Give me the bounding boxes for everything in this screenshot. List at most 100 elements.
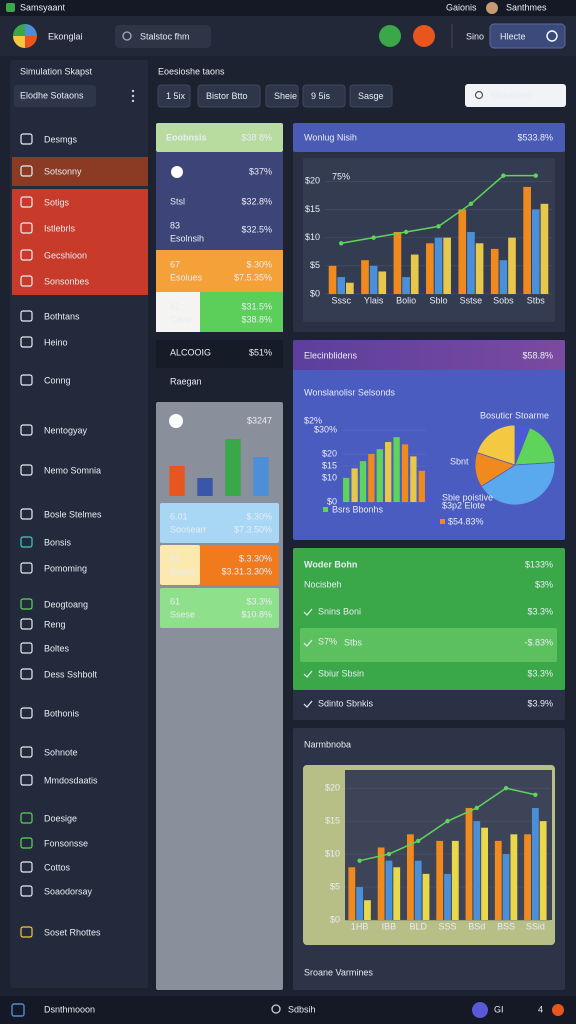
row-label: 61 — [170, 301, 180, 311]
menu-item[interactable]: Sonsonbes — [44, 276, 90, 286]
trend-point — [468, 201, 474, 207]
dropdown-label[interactable]: Elodhe Sotaons — [20, 90, 84, 100]
bar — [348, 867, 356, 920]
button-label[interactable]: Hlecte — [500, 31, 526, 41]
trend-point — [357, 858, 362, 863]
row-label: Sbiur Sbsin — [318, 668, 364, 678]
bar — [377, 847, 385, 920]
menu-item[interactable]: Desmgs — [44, 134, 78, 144]
row-selected[interactable] — [300, 628, 557, 662]
menu-item[interactable]: Nemo Somnia — [44, 465, 101, 475]
menu-item[interactable]: Istlebrls — [44, 223, 76, 233]
pie-label: $3p2 Elote — [442, 500, 485, 510]
menu-icon — [20, 598, 33, 610]
row-white — [156, 292, 200, 332]
panel-title: Narmbnoba — [304, 739, 351, 749]
toolbar-button-label[interactable]: Bistor Btto — [206, 91, 248, 101]
menu-item[interactable]: Bosle Stelmes — [44, 509, 102, 519]
menu-highlight[interactable] — [12, 215, 148, 242]
bar — [540, 203, 549, 294]
menu-highlight[interactable] — [12, 189, 148, 216]
header-link[interactable]: Sino — [466, 31, 484, 41]
bar — [465, 807, 473, 920]
menu-item[interactable]: Fonsonsse — [44, 838, 88, 848]
y-tick-label: $15 — [305, 204, 320, 214]
bottom-label: 4 — [538, 1004, 543, 1014]
app-icon — [11, 1003, 25, 1017]
toolbar-button-label[interactable]: Sheie — [274, 91, 297, 101]
panel-footer: Sroane Varmines — [304, 967, 373, 977]
menu-item[interactable]: Conng — [44, 375, 71, 385]
toolbar-button-label[interactable]: 9 5is — [311, 91, 331, 101]
menu-item[interactable]: Sohnote — [44, 747, 78, 757]
menu-item[interactable]: Deogtoang — [44, 599, 88, 609]
toggle — [546, 30, 558, 42]
menu-active[interactable] — [12, 157, 148, 186]
menu-item[interactable]: Sotigs — [44, 197, 70, 207]
menu-icon — [20, 774, 33, 786]
menu-icon — [20, 508, 33, 520]
bar — [481, 827, 488, 920]
toolbar-button[interactable] — [197, 84, 261, 108]
bar — [328, 265, 337, 294]
trend-point — [403, 229, 409, 235]
bar — [436, 840, 444, 920]
toolbar-button[interactable] — [265, 84, 299, 108]
menu-dots — [131, 94, 135, 98]
x-tick-label: Bolio — [396, 295, 416, 305]
x-tick-label: Sblo — [429, 295, 447, 305]
bottom-search[interactable]: Sdbsih — [288, 1004, 316, 1014]
bar — [523, 186, 531, 294]
bar — [393, 232, 402, 294]
toolbar-button-label[interactable]: 1 5ix — [166, 91, 186, 101]
menu-item[interactable]: Cottos — [44, 862, 71, 872]
search-placeholder[interactable]: Stbtoidonit — [490, 90, 533, 100]
icon-button[interactable] — [413, 25, 435, 47]
menu-item[interactable]: Bothonis — [44, 708, 80, 718]
y-tick-label: $0 — [327, 496, 337, 506]
x-tick-label: Sobs — [493, 295, 514, 305]
menu-item[interactable]: Mmdosdaatis — [44, 775, 98, 785]
menu-item[interactable]: Bothtans — [44, 311, 80, 321]
menu-icon — [20, 424, 33, 436]
icon-button[interactable] — [379, 25, 401, 47]
menu-item[interactable]: Pomoming — [44, 563, 87, 573]
row-sublabel: Esolues — [170, 272, 203, 282]
panel-value: $533.8% — [517, 132, 553, 142]
menu-highlight[interactable] — [12, 242, 148, 269]
menu-item[interactable]: Doesige — [44, 813, 77, 823]
dropdown[interactable] — [14, 85, 96, 107]
menu-item[interactable]: Sotsonny — [44, 166, 82, 176]
menu-item[interactable]: Soset Rhottes — [44, 927, 101, 937]
menu-item[interactable]: Dess Sshbolt — [44, 669, 98, 679]
menu-highlight[interactable] — [12, 268, 148, 295]
header-button[interactable] — [489, 23, 566, 49]
search-placeholder[interactable]: Stalstoc fhm — [140, 31, 190, 41]
bar — [490, 248, 499, 294]
menu-item[interactable]: Reng — [44, 619, 66, 629]
app-name: Ekonglai — [48, 31, 83, 41]
menu-item[interactable]: Heino — [44, 337, 68, 347]
notification[interactable] — [552, 1004, 564, 1016]
toolbar-button-label[interactable]: Sasge — [358, 91, 384, 101]
user-icon[interactable] — [472, 1002, 488, 1018]
row-label: Nocisbeh — [304, 579, 342, 589]
menu-item[interactable]: Bonsis — [44, 537, 72, 547]
toolbar-search[interactable] — [465, 84, 566, 107]
search-box[interactable] — [115, 25, 211, 48]
toolbar-button[interactable] — [349, 84, 393, 108]
menu-item[interactable]: Nentogyay — [44, 425, 88, 435]
toolbar-button[interactable] — [157, 84, 191, 108]
row-value: $.3.30% — [239, 553, 272, 563]
menu-item[interactable]: Boltes — [44, 643, 70, 653]
bar — [458, 209, 467, 294]
toolbar-button[interactable] — [302, 84, 346, 108]
menu-item[interactable]: Gecshioon — [44, 250, 87, 260]
y-tick-label: $10 — [305, 232, 320, 242]
menu-item[interactable]: Soaodorsay — [44, 886, 93, 896]
row-value: $3.3% — [246, 596, 272, 606]
bar — [393, 867, 401, 920]
row-green — [200, 292, 283, 332]
card-title: Eoobnsis — [166, 132, 207, 142]
